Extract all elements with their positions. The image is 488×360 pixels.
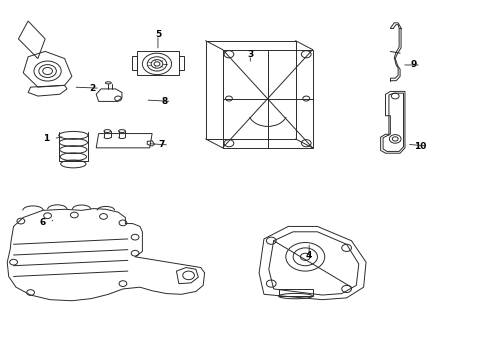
Text: 8: 8 (161, 97, 167, 106)
Text: 7: 7 (158, 140, 164, 149)
Text: 2: 2 (89, 84, 96, 93)
Text: 3: 3 (247, 50, 253, 59)
Text: 6: 6 (40, 219, 46, 228)
Text: 1: 1 (43, 134, 49, 143)
Text: 4: 4 (305, 251, 312, 260)
Text: 9: 9 (410, 60, 416, 69)
Text: 10: 10 (413, 141, 426, 150)
Text: 5: 5 (155, 31, 161, 40)
